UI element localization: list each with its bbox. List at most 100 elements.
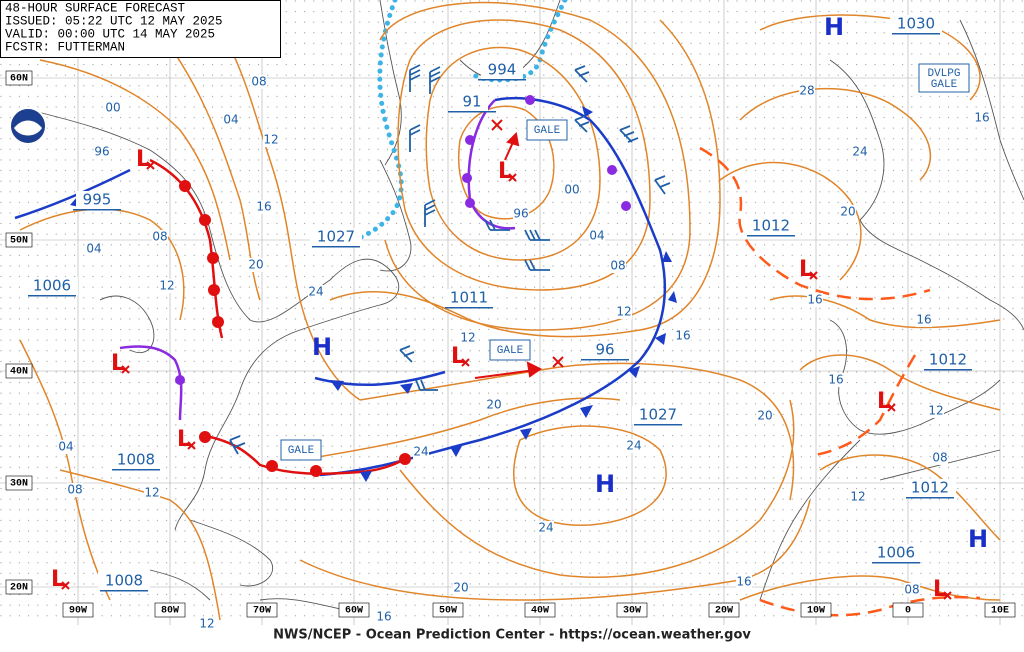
pressure-label: 96	[595, 341, 614, 359]
lon-label-box	[984, 602, 1016, 618]
isobar-label: 08	[610, 259, 625, 273]
isobar-label-bg	[928, 404, 944, 418]
header-line: 48-HOUR SURFACE FORECAST	[5, 1, 186, 15]
lon-label-box	[154, 602, 186, 618]
isobar-label-bg	[58, 440, 74, 454]
isobar-label-bg	[152, 230, 168, 244]
lon-label-box	[892, 602, 924, 618]
lon-label-box	[338, 602, 370, 618]
isobar-label-bg	[460, 331, 476, 345]
isobar-label: 12	[460, 331, 475, 345]
isobar-label: 08	[904, 583, 919, 597]
pressure-label: 1011	[450, 289, 488, 307]
isobar-label: 16	[916, 313, 931, 327]
pressure-bg	[310, 228, 362, 246]
pressure-underline	[28, 295, 76, 297]
isobar-label: 12	[850, 490, 865, 504]
low-x	[887, 403, 896, 412]
isobar-label-bg	[850, 490, 866, 504]
isobar-label: 08	[67, 483, 82, 497]
noaa-logo	[9, 107, 47, 145]
low-center: L	[136, 147, 150, 172]
pressure-label: 995	[83, 191, 112, 209]
isobar-label-bg	[413, 445, 429, 459]
isobar-label: 20	[840, 205, 855, 219]
header-line: VALID: 00:00 UTC 14 MAY 2025	[5, 27, 215, 41]
pressure-underline	[312, 246, 360, 248]
lon-label: 40W	[531, 606, 549, 617]
pressure-label: 1012	[911, 479, 949, 497]
low-x	[121, 365, 130, 374]
isobar-label-bg	[67, 483, 83, 497]
footer: NWS/NCEP - Ocean Prediction Center - htt…	[273, 628, 751, 643]
isobar-label: 16	[675, 329, 690, 343]
isobar-label-bg	[916, 313, 932, 327]
pressure-underline	[448, 111, 496, 113]
isobar-label: 08	[932, 451, 947, 465]
pressure-label: 994	[488, 61, 517, 79]
gale-warning: GALE	[497, 345, 524, 357]
isobar-label: 24	[852, 145, 867, 159]
pressure-label: 1006	[877, 544, 915, 562]
isobar-label: 04	[589, 229, 604, 243]
pressure-bg	[98, 572, 150, 590]
isobar-label: 16	[807, 293, 822, 307]
header-line: FCSTR: FUTTERMAN	[5, 40, 125, 54]
low-center: L	[111, 351, 125, 376]
lat-label: 30N	[10, 479, 28, 490]
low-center: L	[933, 577, 947, 602]
pressure-bg	[481, 61, 523, 79]
lat-label: 20N	[10, 583, 28, 594]
pressure-underline	[872, 562, 920, 564]
high-center: H	[824, 13, 844, 41]
lat-label-box	[5, 475, 33, 491]
pressure-bg	[589, 341, 621, 359]
low-center: L	[451, 344, 465, 369]
high-center: H	[595, 470, 615, 498]
pressure-label: 1012	[929, 351, 967, 369]
isobar-label: 16	[376, 610, 391, 624]
lat-label: 40N	[10, 367, 28, 378]
isobar-label: 20	[453, 581, 468, 595]
pressure-bg	[76, 191, 118, 209]
lon-label: 0	[905, 606, 911, 617]
isobar-label-bg	[199, 617, 215, 631]
low-x	[461, 358, 470, 367]
pressure-underline	[906, 497, 954, 499]
footer-bg	[0, 625, 1024, 652]
isobar-label-bg	[840, 205, 856, 219]
isobar-label: 16	[974, 111, 989, 125]
isobar-label-bg	[904, 583, 920, 597]
pressure-bg	[890, 15, 942, 33]
isobar-label-bg	[86, 242, 102, 256]
pressure-underline	[478, 79, 526, 81]
low-x	[943, 591, 952, 600]
pressure-bg	[110, 451, 162, 469]
lon-label: 90W	[69, 606, 87, 617]
pressure-bg	[632, 406, 684, 424]
pressure-label: 1008	[117, 451, 155, 469]
lon-label-box	[246, 602, 278, 618]
grid-dots	[0, 0, 1024, 625]
isobar-label-bg	[94, 145, 110, 159]
pressure-underline	[73, 209, 121, 211]
isobar-label: 08	[251, 75, 266, 89]
pressure-label: 1027	[317, 228, 355, 246]
isobar-label: 12	[144, 486, 159, 500]
front-symbols	[70, 95, 677, 482]
lon-label: 60W	[345, 606, 363, 617]
wind-barbs	[229, 64, 671, 455]
isobar-label-bg	[251, 75, 267, 89]
isobar-label-bg	[538, 521, 554, 535]
pressure-label: 91	[462, 93, 481, 111]
pressure-bg	[26, 277, 78, 295]
isobar-label-bg	[105, 101, 121, 115]
pressure-label: 1027	[639, 406, 677, 424]
header-line: ISSUED: 05:22 UTC 12 MAY 2025	[5, 14, 223, 28]
isobar-label-bg	[852, 145, 868, 159]
isobar-label: 00	[105, 101, 120, 115]
lat-label-box	[5, 363, 33, 379]
isobar-label-bg	[144, 486, 160, 500]
pressure-label: 1030	[897, 15, 935, 33]
